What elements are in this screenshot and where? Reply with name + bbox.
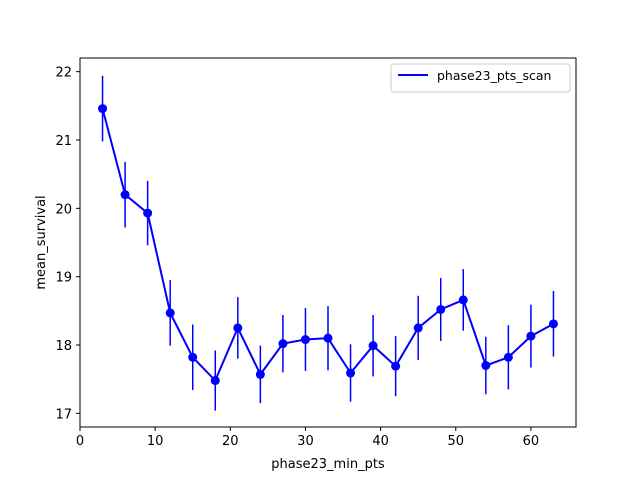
x-tick-label: 60 [523, 434, 540, 449]
data-point [346, 368, 356, 378]
plot-frame [79, 57, 577, 428]
x-tick-label: 30 [297, 434, 314, 449]
data-point [436, 304, 446, 314]
data-point [278, 339, 288, 349]
x-tick-label: 10 [147, 434, 164, 449]
data-layer [98, 75, 558, 411]
data-point [143, 208, 153, 218]
data-point [233, 323, 243, 333]
data-point [458, 295, 468, 305]
y-tick-label: 20 [55, 202, 72, 217]
data-point [210, 376, 220, 386]
x-tick-label: 20 [222, 434, 239, 449]
data-point [188, 352, 198, 362]
data-point [548, 319, 558, 329]
data-point [481, 361, 491, 370]
x-axis-label: phase23_min_pts [271, 457, 385, 472]
x-tick-label: 40 [372, 434, 389, 449]
data-point [255, 369, 265, 379]
x-tick-label: 0 [76, 434, 84, 449]
data-point [503, 352, 513, 362]
data-point [165, 308, 175, 318]
data-point [413, 323, 423, 333]
axes-layer: 0 10 20 30 40 50 60 17 18 19 20 21 22 [55, 66, 539, 449]
y-tick-label: 21 [55, 134, 72, 149]
y-tick-label: 18 [55, 339, 72, 354]
data-point [98, 104, 108, 114]
x-tick-label: 50 [447, 434, 464, 449]
data-point [120, 190, 130, 200]
legend-box [390, 63, 571, 93]
y-tick-label: 17 [55, 407, 72, 422]
y-axis-label: mean_survival [34, 195, 49, 289]
data-point [323, 333, 333, 343]
y-tick-label: 19 [55, 271, 72, 286]
data-point [526, 331, 536, 341]
data-point [391, 361, 401, 371]
legend-label: phase23_pts_scan [437, 68, 551, 83]
y-tick-label: 22 [55, 66, 72, 81]
legend: phase23_pts_scan [390, 63, 571, 93]
data-point [368, 341, 378, 351]
data-point [300, 335, 310, 345]
